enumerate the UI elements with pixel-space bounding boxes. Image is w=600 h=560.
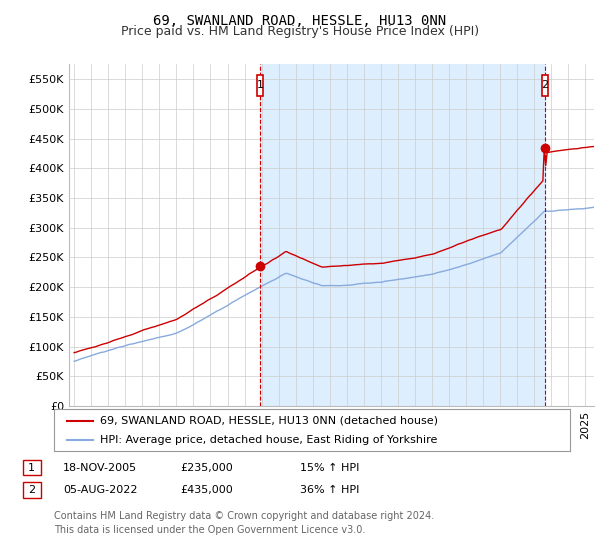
Text: £435,000: £435,000: [180, 485, 233, 495]
Text: HPI: Average price, detached house, East Riding of Yorkshire: HPI: Average price, detached house, East…: [100, 435, 438, 445]
Bar: [260, 64, 545, 406]
FancyBboxPatch shape: [257, 75, 263, 96]
FancyBboxPatch shape: [542, 75, 548, 96]
Text: 69, SWANLAND ROAD, HESSLE, HU13 0NN: 69, SWANLAND ROAD, HESSLE, HU13 0NN: [154, 14, 446, 28]
Text: 15% ↑ HPI: 15% ↑ HPI: [300, 463, 359, 473]
Text: 2: 2: [541, 80, 548, 90]
Text: 05-AUG-2022: 05-AUG-2022: [63, 485, 137, 495]
Text: Contains HM Land Registry data © Crown copyright and database right 2024.
This d: Contains HM Land Registry data © Crown c…: [54, 511, 434, 535]
Text: 69, SWANLAND ROAD, HESSLE, HU13 0NN (detached house): 69, SWANLAND ROAD, HESSLE, HU13 0NN (det…: [100, 416, 439, 426]
Text: 1: 1: [28, 463, 35, 473]
Text: Price paid vs. HM Land Registry's House Price Index (HPI): Price paid vs. HM Land Registry's House …: [121, 25, 479, 38]
Text: 1: 1: [256, 80, 263, 90]
Text: £235,000: £235,000: [180, 463, 233, 473]
Text: 2: 2: [28, 485, 35, 495]
Text: 18-NOV-2005: 18-NOV-2005: [63, 463, 137, 473]
Text: 36% ↑ HPI: 36% ↑ HPI: [300, 485, 359, 495]
